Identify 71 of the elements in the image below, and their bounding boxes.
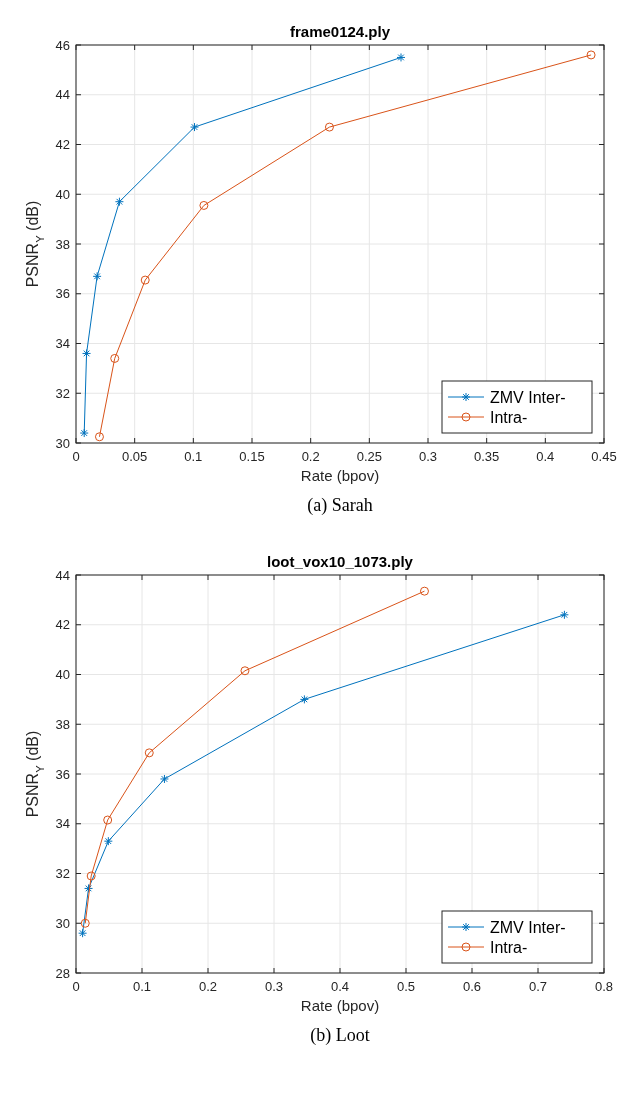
y-tick-label: 42: [55, 617, 70, 633]
point: [84, 883, 94, 893]
point: [103, 815, 113, 825]
y-tick-label: 44: [55, 567, 70, 583]
x-axis-title: Rate (bpov): [300, 997, 380, 1014]
point: [396, 52, 406, 62]
y-tick-label: 46: [55, 37, 70, 53]
point: [159, 774, 169, 784]
legend-label: ZMV Inter-: [490, 918, 566, 936]
x-tick-label: 0: [72, 979, 80, 994]
y-tick-label: 40: [55, 667, 70, 682]
x-axis-title: Rate (bpov): [300, 467, 380, 484]
point: [114, 197, 124, 207]
x-tick-label: 0.2: [301, 449, 320, 464]
x-tick-label: 0.4: [536, 449, 555, 464]
text: (b) Loot: [310, 1025, 370, 1046]
legend-label: ZMV Inter-: [490, 388, 566, 406]
x-tick-label: 0: [72, 449, 80, 464]
point: [199, 200, 209, 210]
y-tick-label: 38: [55, 716, 70, 732]
text: (a) Sarah: [307, 495, 373, 516]
x-tick-label: 0.2: [198, 979, 218, 994]
point: [103, 836, 113, 846]
y-tick-label: 38: [55, 236, 70, 252]
point: [80, 918, 90, 928]
y-tick-label: 36: [55, 286, 70, 302]
y-tick-label: 40: [55, 186, 70, 202]
x-tick-label: 0.35: [474, 449, 500, 464]
point: [240, 666, 250, 676]
y-tick-label: 30: [55, 915, 70, 931]
y-tick-label: 36: [55, 766, 70, 782]
point: [78, 928, 88, 938]
chart-title: loot_vox10_1073.ply: [267, 553, 414, 570]
x-tick-label: 0.4: [330, 979, 350, 994]
y-tick-label: 42: [55, 137, 70, 152]
x-tick-label: 0.6: [462, 979, 482, 994]
x-tick-label: 0.8: [594, 979, 614, 994]
legend-label: Intra-: [490, 938, 528, 956]
x-tick-label: 0.05: [122, 449, 148, 464]
x-tick-label: 0.1: [132, 979, 152, 994]
point: [79, 428, 89, 438]
x-tick-label: 0.45: [591, 449, 617, 464]
x-tick-label: 0.15: [239, 449, 265, 464]
point: [140, 275, 150, 285]
chart-title: frame0124.ply: [289, 23, 391, 40]
x-tick-label: 0.7: [528, 979, 548, 994]
point: [86, 871, 96, 881]
y-tick-label: 34: [55, 336, 70, 351]
point: [299, 694, 309, 704]
point: [586, 50, 596, 60]
legend-label: Intra-: [490, 408, 528, 426]
point: [94, 432, 104, 442]
x-tick-label: 0.5: [396, 979, 416, 994]
point: [559, 610, 569, 620]
y-tick-label: 30: [55, 435, 70, 451]
y-tick-label: 28: [55, 965, 70, 981]
y-tick-label: 32: [55, 866, 70, 881]
x-tick-label: 0.25: [356, 449, 382, 464]
point: [190, 122, 200, 132]
point: [92, 271, 102, 281]
y-tick-label: 34: [55, 816, 70, 832]
x-tick-label: 0.3: [264, 979, 284, 994]
x-tick-label: 0.1: [184, 449, 203, 464]
point: [82, 348, 92, 358]
y-tick-label: 32: [55, 385, 70, 401]
x-tick-label: 0.3: [418, 449, 438, 464]
point: [144, 748, 154, 758]
point: [419, 586, 429, 596]
point: [324, 122, 334, 132]
y-tick-label: 44: [55, 87, 70, 103]
point: [110, 353, 120, 363]
